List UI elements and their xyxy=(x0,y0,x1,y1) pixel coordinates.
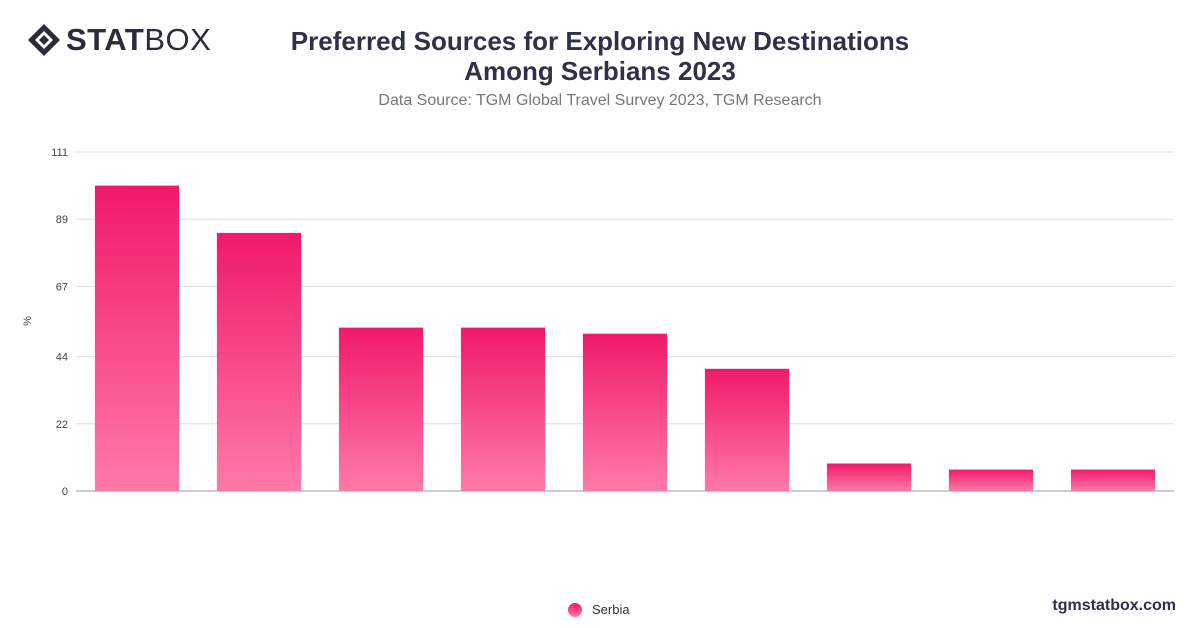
bar-4[interactable] xyxy=(460,327,546,491)
y-tick-label: 67 xyxy=(56,281,68,293)
bar-5[interactable] xyxy=(582,333,668,491)
bar-9[interactable] xyxy=(1070,469,1156,491)
legend[interactable]: Serbia xyxy=(568,602,630,617)
bar-7[interactable] xyxy=(826,463,912,492)
brand-link[interactable]: tgmstatbox.com xyxy=(1052,597,1176,614)
bar-3[interactable] xyxy=(338,327,424,491)
bar-2[interactable] xyxy=(216,232,302,491)
legend-swatch-serbia xyxy=(568,602,582,617)
y-tick-label: 22 xyxy=(56,419,68,431)
chart-title: Preferred Sources for Exploring New Dest… xyxy=(0,26,1200,86)
chart-title-line2: Among Serbians 2023 xyxy=(464,56,736,86)
logo-text-bold: STAT xyxy=(66,22,145,57)
legend-label-serbia: Serbia xyxy=(592,602,630,617)
bar-6[interactable] xyxy=(704,368,790,491)
y-axis-label: % xyxy=(22,316,34,326)
y-tick-label: 89 xyxy=(56,214,68,226)
chart-title-line1: Preferred Sources for Exploring New Dest… xyxy=(290,26,910,56)
logo-text-light: BOX xyxy=(144,22,212,57)
statbox-logo: STATBOX xyxy=(26,22,211,58)
bars xyxy=(94,185,1156,492)
chart-subtitle: Data Source: TGM Global Travel Survey 20… xyxy=(378,92,822,109)
y-tick-label: 111 xyxy=(51,147,68,159)
logo-text: STATBOX xyxy=(66,22,211,58)
statbox-diamond-icon xyxy=(28,24,60,56)
y-tick-label: 0 xyxy=(62,486,68,498)
y-tick-label: 44 xyxy=(56,352,68,364)
bar-1[interactable] xyxy=(94,185,180,491)
bar-8[interactable] xyxy=(948,469,1034,491)
